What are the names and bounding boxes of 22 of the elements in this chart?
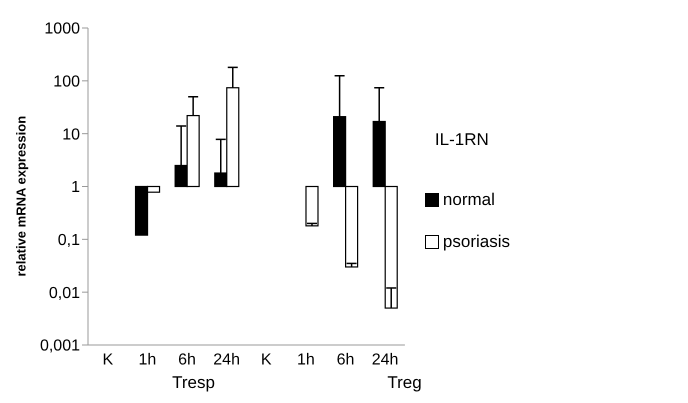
x-tick-label: K [102, 351, 114, 368]
y-tick-label: 0,1 [58, 232, 80, 250]
x-tick-label: 6h [178, 351, 196, 368]
x-tick-label: 24h [372, 351, 398, 368]
bar [305, 186, 319, 226]
text: Tresp [171, 373, 216, 393]
legend-label: normal [442, 190, 496, 210]
x-tick-label: 24h [213, 351, 240, 368]
x-tick-label: K [260, 351, 272, 368]
y-tick-label: 0,001 [40, 338, 80, 355]
x-tick-label: 6h [336, 351, 354, 368]
legend-title: IL-1RN [434, 130, 490, 150]
y-tick-label: 10 [62, 126, 80, 144]
y-tick-label: 1000 [44, 20, 80, 38]
y-tick-label: 1 [71, 179, 80, 196]
y-axis-title: relative mRNA expression [14, 116, 29, 276]
y-tick-label: 0,01 [48, 284, 80, 302]
legend-label: psoriasis [442, 232, 510, 252]
x-tick-label: 1h [138, 351, 156, 368]
y-tick-label: 100 [53, 74, 80, 91]
text: Treg [386, 373, 423, 393]
x-tick-label: 1h [296, 351, 315, 368]
